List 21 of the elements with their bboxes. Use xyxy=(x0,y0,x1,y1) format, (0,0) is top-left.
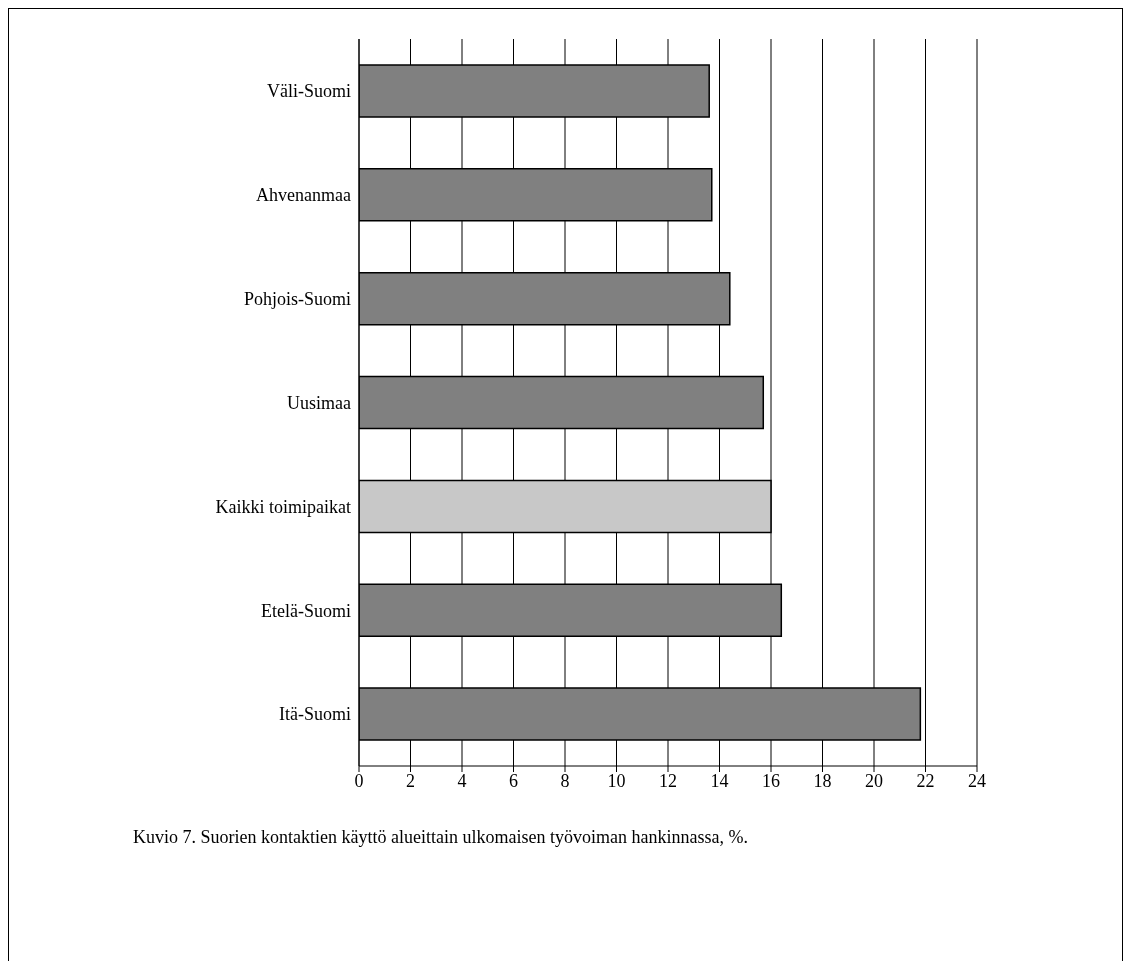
y-tick-label: Uusimaa xyxy=(287,392,352,413)
text: Kuvio 7. Suorien kontaktien käyttö alueittain ulkomaisen työvoiman hankinnassa, %. xyxy=(132,827,749,848)
y-tick-label: Ahvenanmaa xyxy=(256,185,351,206)
x-tick-label: 10 xyxy=(607,770,626,791)
y-tick-label: Itä-Suomi xyxy=(279,704,351,725)
x-tick-label: 18 xyxy=(813,770,832,791)
y-tick-label: Kaikki toimipaikat xyxy=(215,496,351,517)
x-tick-label: 12 xyxy=(659,770,677,791)
x-tick-label: 22 xyxy=(916,770,935,791)
x-tick-label: 8 xyxy=(560,770,570,791)
x-tick-label: 0 xyxy=(354,770,364,791)
x-tick-label: 6 xyxy=(509,770,518,791)
x-tick-label: 16 xyxy=(762,770,780,791)
y-tick-label: Väli-Suomi xyxy=(267,81,351,102)
x-tick-label: 4 xyxy=(457,770,467,791)
x-tick-label: 20 xyxy=(865,770,883,791)
y-tick-label: Etelä-Suomi xyxy=(261,600,351,621)
x-tick-label: 14 xyxy=(710,770,729,791)
y-tick-label: Pohjois-Suomi xyxy=(243,289,351,310)
x-tick-label: 2 xyxy=(406,770,415,791)
x-tick-label: 24 xyxy=(968,770,986,791)
